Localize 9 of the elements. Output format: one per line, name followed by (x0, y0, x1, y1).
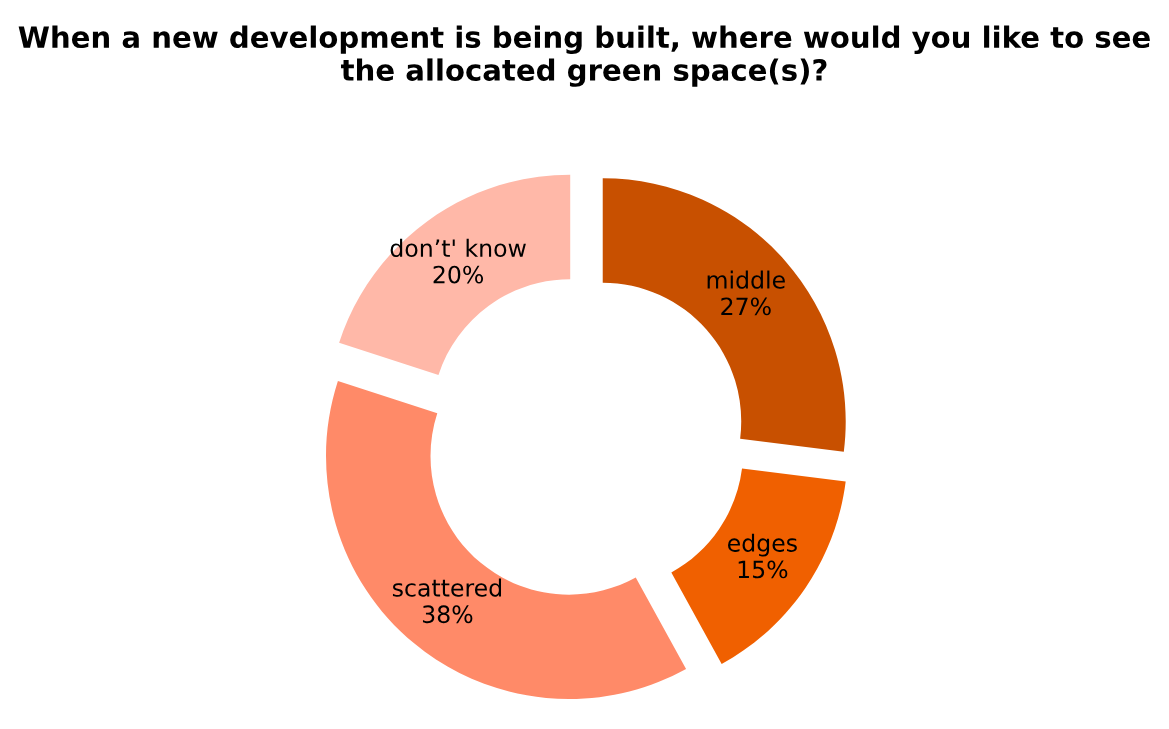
slice-label: middle (707, 270, 785, 289)
data-label: 15% (738, 560, 788, 579)
data-label: 38% (422, 605, 473, 624)
slice-label: don’t' know (390, 238, 526, 258)
data-label: 20% (433, 265, 484, 284)
slice-label: edges (728, 533, 797, 557)
data-label: 27% (721, 297, 771, 316)
slice-label: scattered (392, 578, 502, 597)
chart-title: When a new development is being built, where would you like to see the allocated green space(s)? (18, 25, 1150, 87)
